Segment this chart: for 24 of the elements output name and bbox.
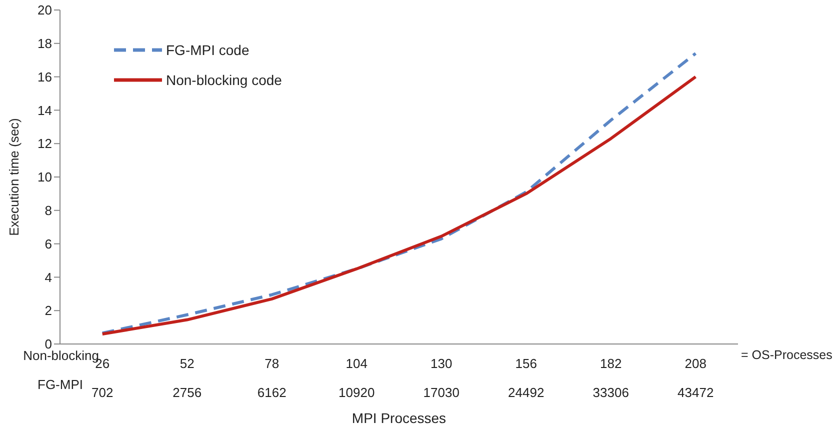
y-tick-label: 8 — [44, 203, 52, 218]
y-tick-label: 14 — [38, 102, 52, 118]
text: = OS-Processes — [741, 348, 832, 362]
y-tick-label: 12 — [38, 136, 52, 152]
y-tick-label: 10 — [38, 170, 52, 185]
x-tick-label: 104 10920 — [338, 356, 375, 400]
y-axis-title: Execution time (sec) — [6, 118, 22, 236]
y-tick-label: 16 — [38, 69, 52, 84]
x-tick-label: 156 24492 — [508, 356, 544, 400]
x-tick-label: 182 33306 — [592, 356, 629, 400]
x-tick-label: 130 17030 — [423, 356, 460, 400]
y-tick-label: 20 — [38, 2, 52, 18]
y-tick-label: 4 — [44, 270, 52, 285]
legend-label: FG-MPI code — [165, 42, 250, 58]
y-tick-label: 6 — [44, 236, 52, 252]
x-tick-label: 208 43472 — [678, 356, 714, 400]
legend-label: Non-blocking code — [165, 72, 282, 88]
text: FG-MPI — [38, 377, 83, 392]
y-tick-label: 0 — [44, 336, 52, 352]
x-tick-label: 78 6162 — [257, 356, 286, 400]
x-axis-title: MPI Processes — [350, 410, 448, 426]
y-tick-label: 2 — [44, 303, 52, 318]
x-tick-label: 52 2756 — [172, 356, 202, 400]
y-tick-label: 18 — [38, 36, 52, 52]
